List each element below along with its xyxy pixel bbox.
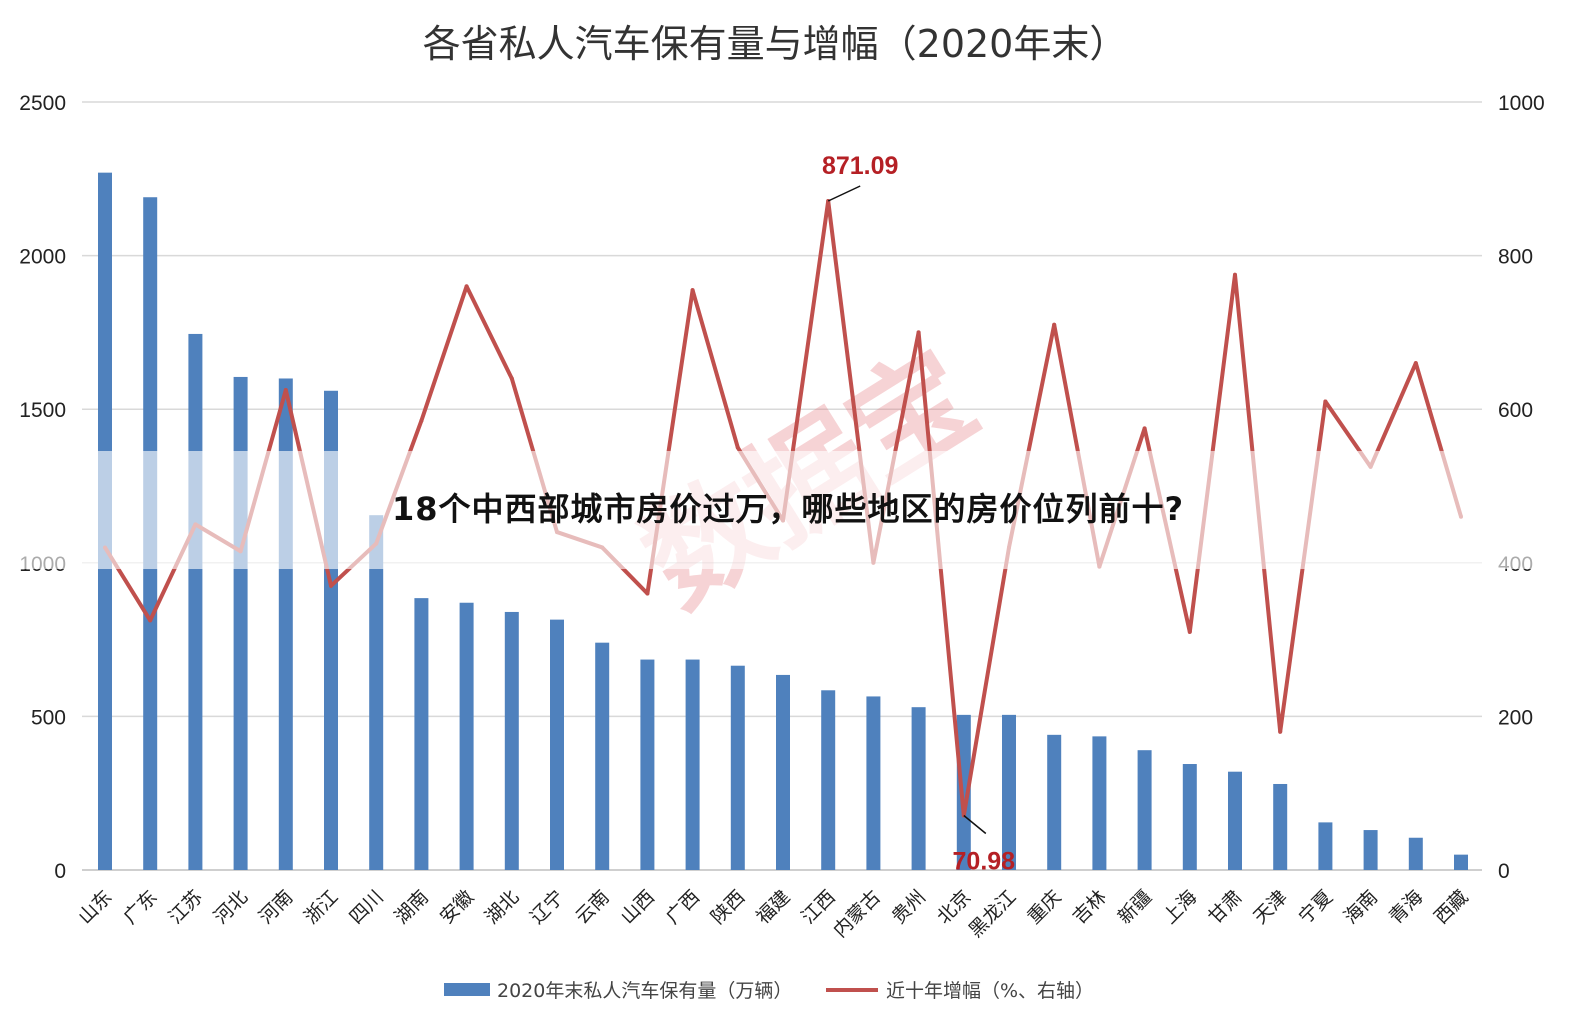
line-point bbox=[419, 418, 424, 423]
bar bbox=[1182, 764, 1197, 870]
bar bbox=[459, 602, 474, 870]
bar bbox=[1002, 714, 1016, 870]
category-label: 福建 bbox=[752, 886, 794, 928]
category-label: 甘肃 bbox=[1204, 886, 1246, 928]
bar bbox=[685, 659, 700, 870]
bar bbox=[866, 696, 881, 870]
bar bbox=[369, 515, 384, 870]
category-label: 安徽 bbox=[436, 886, 478, 928]
legend: 2020年末私人汽车保有量（万辆） 近十年增幅（%、右轴） bbox=[444, 980, 1094, 1002]
line-point bbox=[916, 330, 921, 335]
category-label: 吉林 bbox=[1068, 886, 1110, 928]
category-label: 青海 bbox=[1385, 886, 1427, 928]
category-label: 黑龙江 bbox=[965, 886, 1021, 942]
right-tick-label: 600 bbox=[1498, 399, 1533, 422]
left-tick-label: 500 bbox=[31, 706, 66, 729]
left-tick-label: 2000 bbox=[19, 246, 66, 269]
bar bbox=[504, 611, 519, 870]
legend-bar-label: 2020年末私人汽车保有量（万辆） bbox=[497, 980, 792, 1002]
bar bbox=[550, 619, 564, 870]
category-label: 湖北 bbox=[481, 886, 523, 928]
left-tick-label: 2500 bbox=[19, 92, 66, 115]
category-label: 贵州 bbox=[888, 886, 930, 928]
category-label: 山西 bbox=[616, 886, 658, 928]
category-label: 山东 bbox=[74, 886, 116, 928]
annotation-leader bbox=[963, 814, 987, 835]
category-label: 浙江 bbox=[300, 886, 342, 928]
bar bbox=[1318, 822, 1333, 870]
line-point bbox=[1142, 426, 1147, 431]
category-label: 河南 bbox=[255, 886, 297, 928]
legend-line-label: 近十年增幅（%、右轴） bbox=[886, 980, 1094, 1002]
category-label: 陕西 bbox=[707, 886, 749, 928]
line-point bbox=[1278, 729, 1283, 734]
line-point bbox=[645, 591, 650, 596]
category-label: 海南 bbox=[1340, 886, 1382, 928]
category-label: 四川 bbox=[345, 886, 387, 928]
right-tick-label: 1000 bbox=[1498, 92, 1545, 115]
line-point bbox=[1052, 322, 1057, 327]
category-label: 辽宁 bbox=[526, 886, 568, 928]
bar bbox=[1137, 750, 1152, 870]
category-labels: 山东 广东 江苏 河北 河南 浙江 四川 湖南 安徽 湖北 辽宁 云南 山西 广西 陕西 福建 江西内蒙古 贵州北… bbox=[74, 886, 1472, 942]
line-point bbox=[148, 618, 153, 623]
category-label: 广东 bbox=[119, 886, 161, 928]
bar bbox=[595, 642, 610, 870]
line-point bbox=[1323, 399, 1328, 404]
category-label: 内蒙古 bbox=[829, 886, 885, 942]
right-tick-label: 200 bbox=[1498, 706, 1533, 729]
line-point bbox=[1413, 361, 1418, 366]
bar bbox=[1363, 830, 1378, 870]
bar bbox=[911, 707, 926, 870]
category-label: 湖南 bbox=[390, 886, 432, 928]
bar bbox=[776, 674, 790, 870]
annotations: 871.09 70.98 bbox=[822, 152, 1015, 875]
line-point bbox=[329, 583, 333, 588]
overlay-band bbox=[0, 451, 1576, 569]
bar bbox=[821, 690, 836, 870]
left-tick-label: 0 bbox=[54, 860, 66, 883]
legend-bar-swatch bbox=[444, 983, 490, 996]
bar bbox=[730, 665, 745, 870]
line-point bbox=[1233, 272, 1237, 277]
category-label: 广西 bbox=[662, 886, 704, 928]
annotation-leader bbox=[827, 185, 861, 202]
line-point bbox=[283, 388, 288, 392]
category-label: 天津 bbox=[1249, 886, 1291, 928]
left-tick-label: 1500 bbox=[19, 399, 66, 422]
category-label: 宁夏 bbox=[1294, 886, 1336, 928]
annotation-label: 871.09 bbox=[822, 152, 898, 180]
bar bbox=[640, 659, 655, 870]
category-label: 新疆 bbox=[1114, 886, 1156, 928]
category-label: 云南 bbox=[571, 886, 613, 928]
bar bbox=[1092, 736, 1107, 870]
right-tick-label: 800 bbox=[1498, 246, 1533, 269]
chart-title: 各省私人汽车保有量与增幅（2020年末） bbox=[423, 22, 1128, 66]
category-label: 上海 bbox=[1159, 886, 1201, 928]
line-point bbox=[735, 445, 740, 450]
category-label: 西藏 bbox=[1430, 886, 1472, 928]
bar bbox=[188, 333, 203, 870]
annotation-label: 70.98 bbox=[953, 847, 1016, 875]
line-point bbox=[464, 284, 469, 289]
bar bbox=[414, 598, 429, 870]
category-label: 江苏 bbox=[164, 886, 206, 928]
bar bbox=[1047, 734, 1062, 870]
bar bbox=[1454, 854, 1468, 870]
category-label: 河北 bbox=[210, 886, 252, 928]
line-point bbox=[690, 288, 695, 293]
bar bbox=[956, 714, 971, 870]
bar bbox=[1273, 783, 1288, 870]
line-point bbox=[509, 376, 514, 381]
right-tick-label: 0 bbox=[1498, 860, 1510, 883]
bar bbox=[1408, 837, 1423, 870]
overlay-headline: 18个中西部城市房价过万，哪些地区的房价位列前十? bbox=[391, 490, 1185, 528]
line-point bbox=[1187, 629, 1192, 634]
bar bbox=[1228, 771, 1242, 870]
category-label: 重庆 bbox=[1023, 886, 1065, 928]
